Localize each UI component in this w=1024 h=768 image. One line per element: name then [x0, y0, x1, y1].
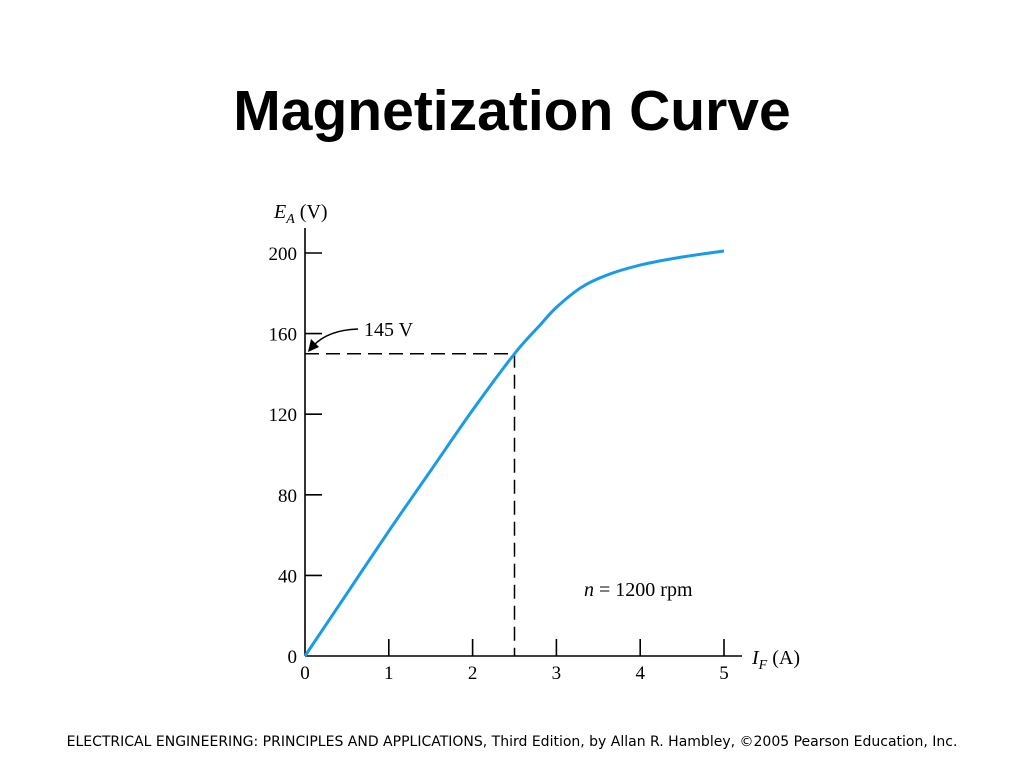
y-tick-label: 40 [278, 566, 297, 587]
y-tick-label: 80 [278, 486, 297, 507]
footer-citation: ELECTRICAL ENGINEERING: PRINCIPLES AND A… [66, 734, 958, 750]
x-tick-label: 0 [300, 663, 310, 684]
y-tick-label: 160 [269, 325, 298, 346]
annotation-arrowhead [308, 339, 319, 352]
annotation-arrow-shaft [312, 328, 359, 347]
axes: 0 1 2 3 4 5 0 40 80 120 160 200 [269, 228, 742, 684]
magnetization-chart: 0 1 2 3 4 5 0 40 80 120 160 200 EA (V) IF (A) 145 V n … [269, 201, 801, 684]
series-layer [303, 249, 725, 657]
x-tick-label: 5 [719, 663, 729, 684]
y-axis-label: EA (V) [273, 201, 328, 227]
x-tick-label: 2 [468, 663, 478, 684]
slide-title: Magnetization Curve [233, 79, 791, 143]
y-tick-label: 200 [269, 244, 298, 265]
operating-point-guides [305, 353, 516, 656]
x-tick-label: 3 [552, 663, 562, 684]
y-tick-label: 120 [269, 405, 298, 426]
x-axis-label: IF (A) [751, 647, 800, 673]
x-tick-label: 4 [635, 663, 645, 684]
y-tick-label: 0 [288, 647, 298, 668]
chart-labels: EA (V) IF (A) 145 V n = 1200 rpm [273, 201, 800, 673]
x-tick-label: 1 [384, 663, 394, 684]
magnetization-curve-line [303, 249, 725, 657]
annotation-145v-label: 145 V [364, 319, 414, 341]
speed-annotation: n = 1200 rpm [584, 579, 693, 601]
